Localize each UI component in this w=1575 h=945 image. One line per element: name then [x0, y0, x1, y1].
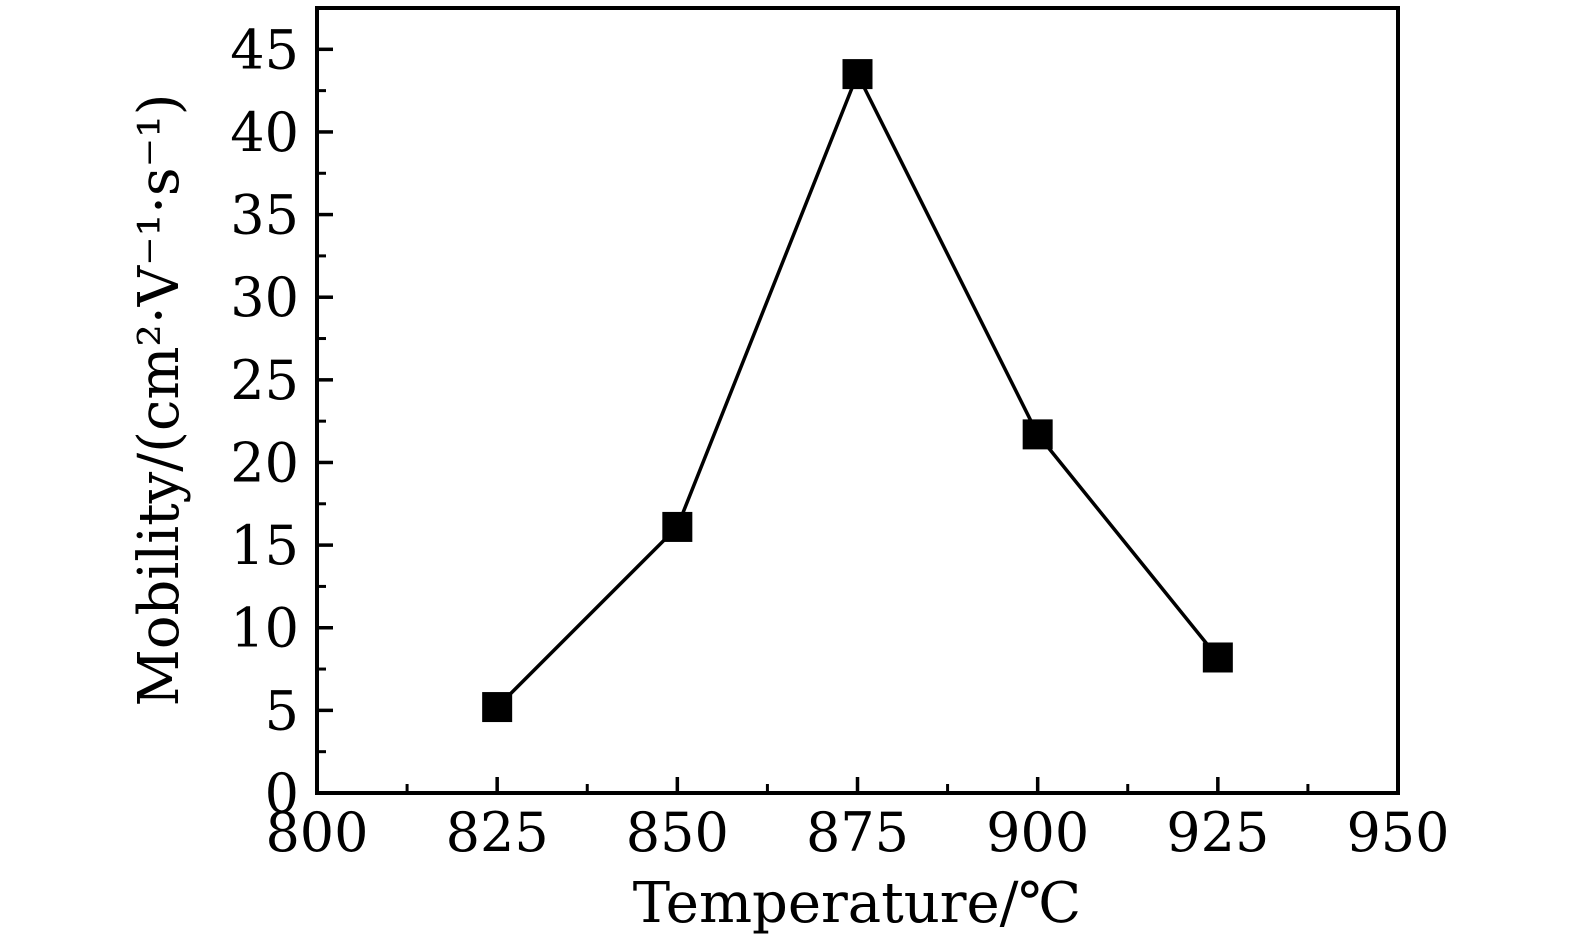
- x-tick-label: 825: [446, 801, 549, 864]
- y-tick-label: 20: [230, 431, 299, 494]
- x-axis-title: Temperature/℃: [633, 871, 1081, 936]
- x-tick-label: 800: [265, 801, 368, 864]
- y-tick-label: 10: [230, 597, 299, 660]
- y-tick-label: 40: [230, 101, 299, 164]
- x-tick-label: 900: [986, 801, 1089, 864]
- y-tick-label: 30: [230, 266, 299, 329]
- x-tick-label: 850: [626, 801, 729, 864]
- y-tick-label: 45: [230, 18, 299, 81]
- x-tick-label: 950: [1346, 801, 1449, 864]
- x-tick-label: 875: [806, 801, 909, 864]
- y-tick-label: 0: [265, 762, 299, 825]
- y-axis-title: Mobility/(cm²·V⁻¹·s⁻¹): [127, 93, 192, 706]
- x-tick-label: 925: [1166, 801, 1269, 864]
- y-tick-label: 15: [230, 514, 299, 577]
- series-line: [495, 69, 1220, 709]
- axes-frame: [315, 6, 1400, 795]
- y-tick-label: 25: [230, 349, 299, 412]
- y-tick-label: 35: [230, 184, 299, 247]
- y-tick-label: 5: [265, 679, 299, 742]
